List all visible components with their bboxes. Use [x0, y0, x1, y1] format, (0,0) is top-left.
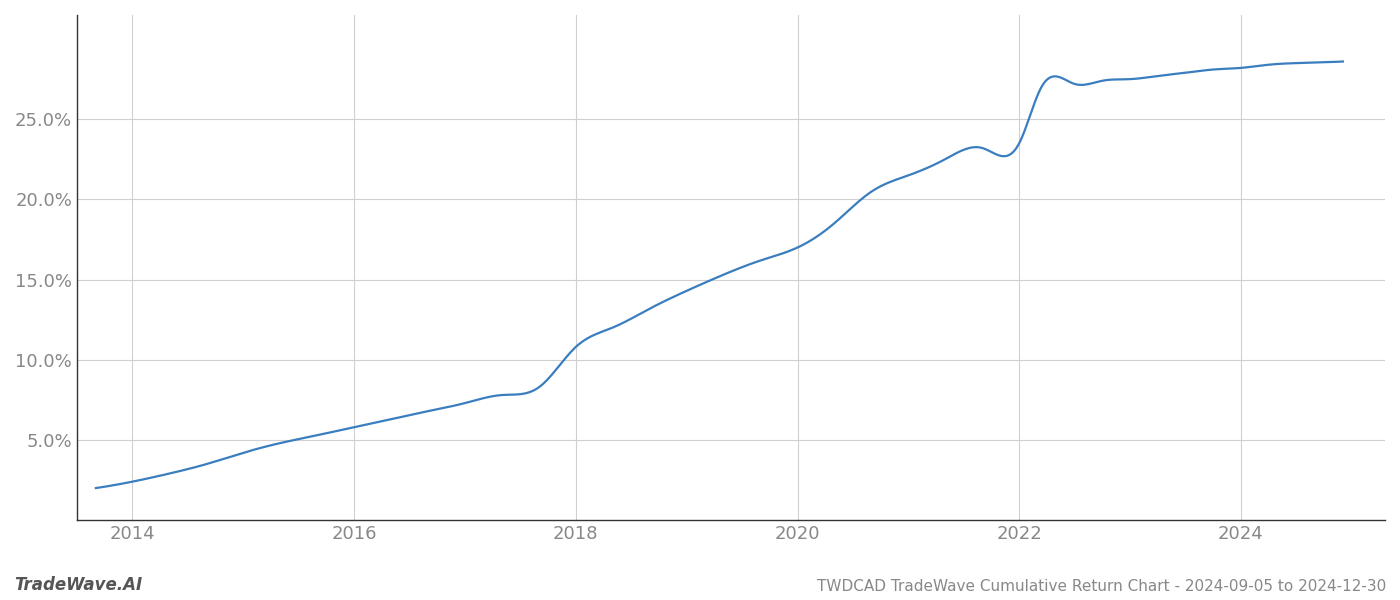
Text: TradeWave.AI: TradeWave.AI [14, 576, 143, 594]
Text: TWDCAD TradeWave Cumulative Return Chart - 2024-09-05 to 2024-12-30: TWDCAD TradeWave Cumulative Return Chart… [816, 579, 1386, 594]
